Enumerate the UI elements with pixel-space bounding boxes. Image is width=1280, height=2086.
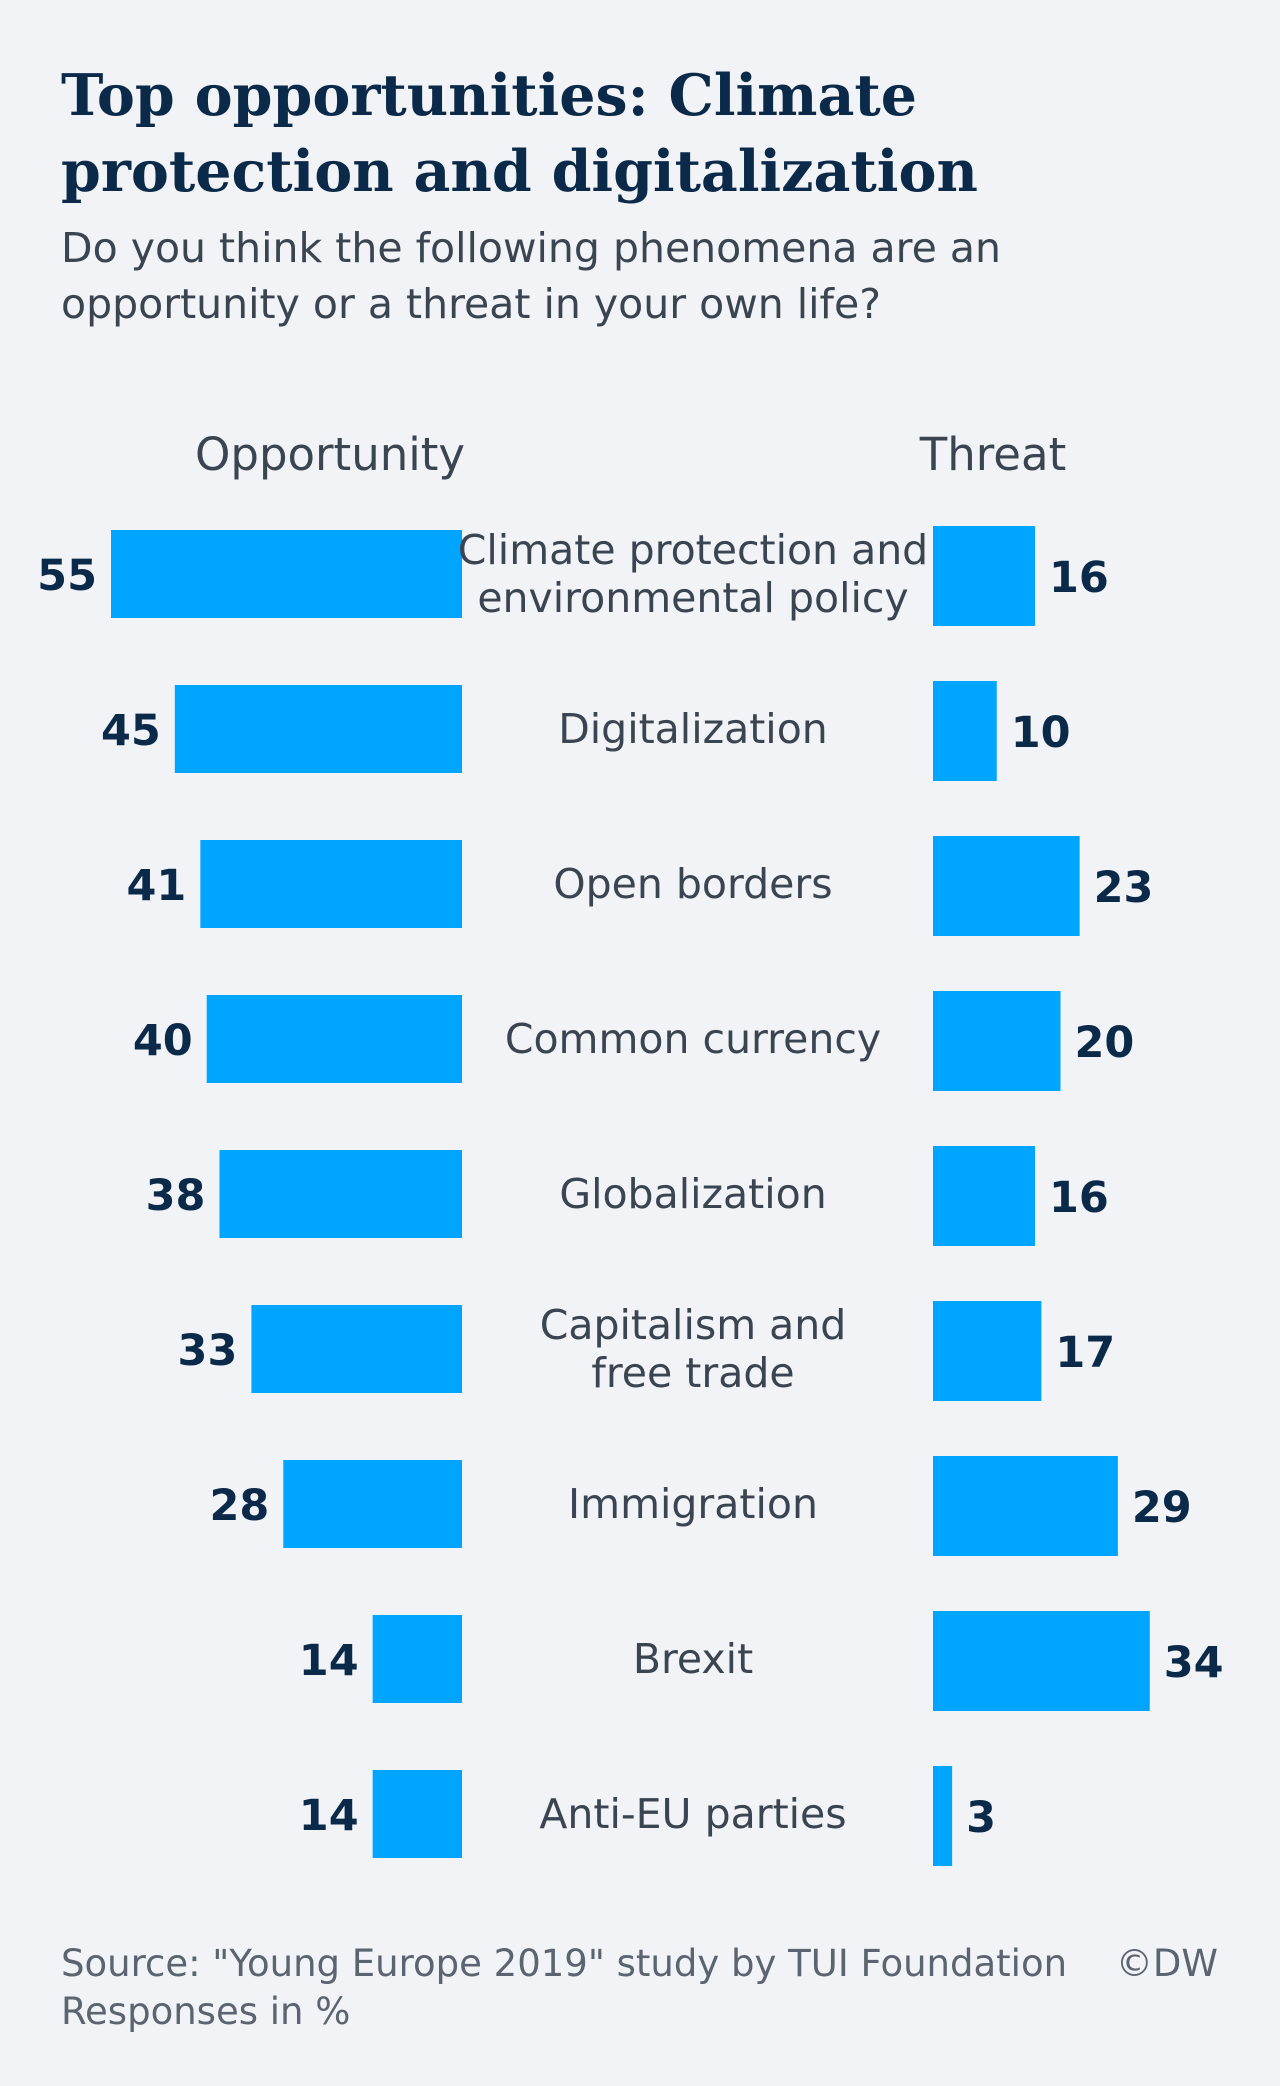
threat-bar: [933, 1456, 1118, 1556]
opportunity-bar: [200, 840, 462, 928]
threat-bar: [933, 836, 1080, 936]
threat-bar: [933, 1611, 1150, 1711]
opportunity-bar: [372, 1770, 462, 1858]
opportunity-bar: [219, 1150, 462, 1238]
threat-value-label: 20: [1075, 1018, 1135, 1068]
threat-value-label: 34: [1164, 1638, 1224, 1688]
category-label: Immigration: [568, 1480, 818, 1528]
opportunity-bar: [372, 1615, 462, 1703]
threat-bar: [933, 1146, 1035, 1246]
category-label: environmental policy: [477, 574, 908, 622]
opportunity-bar: [111, 530, 462, 618]
opportunity-column-header: Opportunity: [195, 428, 465, 481]
category-label: free trade: [591, 1349, 794, 1397]
category-label: Anti-EU parties: [539, 1790, 846, 1838]
threat-value-label: 16: [1049, 553, 1109, 603]
opportunity-bar: [174, 685, 462, 773]
threat-bar: [933, 681, 997, 781]
threat-value-label: 16: [1049, 1173, 1109, 1223]
threat-value-label: 3: [966, 1793, 996, 1843]
threat-bar: [933, 991, 1061, 1091]
chart-title: Top opportunities: Climate protection an…: [61, 62, 978, 205]
opportunity-value-label: 38: [146, 1171, 206, 1221]
opportunity-value-label: 45: [101, 706, 161, 756]
threat-value-label: 10: [1011, 708, 1071, 758]
opportunity-value-label: 33: [178, 1326, 238, 1376]
category-label: Digitalization: [558, 705, 828, 753]
threat-column-header: Threat: [919, 428, 1066, 481]
category-label: Brexit: [633, 1635, 753, 1683]
source-text: Source: "Young Europe 2019" study by TUI…: [61, 1942, 1068, 1985]
opportunity-bar: [206, 995, 462, 1083]
opportunity-value-label: 41: [127, 861, 187, 911]
opportunity-bar: [283, 1460, 462, 1548]
threat-value-label: 23: [1094, 863, 1154, 913]
threat-bar: [933, 526, 1035, 626]
category-label: Climate protection and: [458, 526, 928, 574]
category-label: Common currency: [505, 1015, 881, 1063]
opportunity-bar: [251, 1305, 462, 1393]
threat-value-label: 17: [1055, 1328, 1115, 1378]
category-label: Capitalism and: [540, 1301, 847, 1349]
opportunity-value-label: 28: [209, 1481, 269, 1531]
chart-subtitle: Do you think the following phenomena are…: [61, 224, 1001, 328]
threat-value-label: 29: [1132, 1483, 1192, 1533]
category-label: Open borders: [553, 860, 832, 908]
threat-bar: [933, 1766, 953, 1866]
opportunity-value-label: 40: [133, 1016, 193, 1066]
opportunity-value-label: 55: [37, 551, 97, 601]
responses-note: Responses in %: [61, 1990, 351, 2033]
opportunity-value-label: 14: [299, 1791, 359, 1841]
copyright-label: ©DW: [1115, 1942, 1218, 1985]
source-note: Source: "Young Europe 2019" study by TUI…: [61, 1940, 1181, 2036]
threat-bar: [933, 1301, 1042, 1401]
category-label: Globalization: [559, 1170, 826, 1218]
opportunity-value-label: 14: [299, 1636, 359, 1686]
